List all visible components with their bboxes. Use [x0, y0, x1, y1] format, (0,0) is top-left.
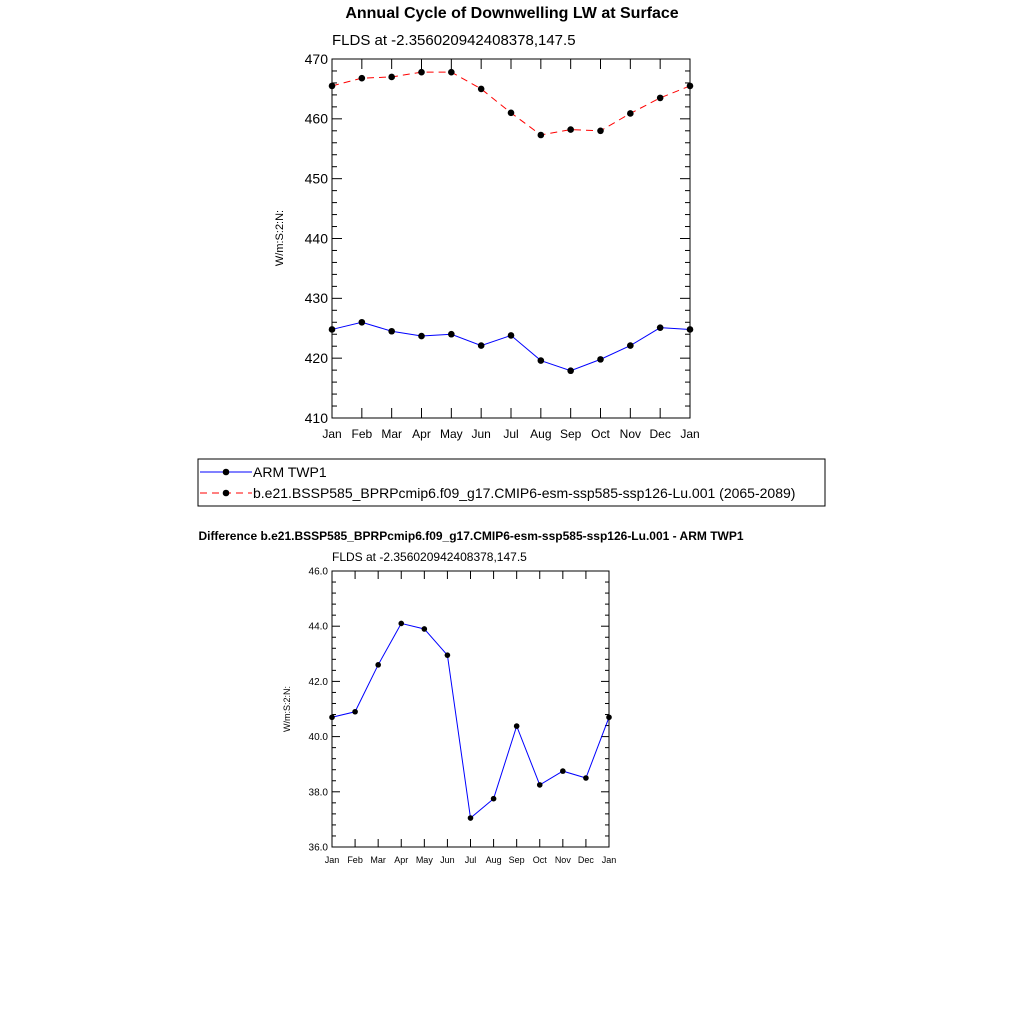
series-1-point: [627, 110, 634, 117]
y-tick-label: 46.0: [309, 567, 329, 578]
legend-marker-model: [222, 489, 230, 497]
y-tick-label: 430: [305, 290, 329, 306]
x-tick-label: Dec: [649, 427, 670, 441]
series-1-point: [418, 68, 425, 76]
x-tick-label: Jun: [471, 427, 490, 441]
series-0-point: [537, 357, 545, 364]
x-tick-label: Jul: [503, 427, 518, 441]
legend-label-model: b.e21.BSSP585_BPRPcmip6.f09_g17.CMIP6-es…: [253, 485, 795, 501]
series-0-point: [329, 714, 335, 721]
chart1-legend: ARM TWP1 b.e21.BSSP585_BPRPcmip6.f09_g17…: [197, 458, 826, 507]
series-1-point: [507, 109, 515, 117]
series-1-point: [358, 74, 366, 82]
series-1-point: [328, 82, 336, 90]
y-tick-label: 40.0: [309, 732, 329, 743]
y-tick-label: 410: [305, 410, 329, 426]
series-0-point: [388, 327, 395, 335]
x-tick-label: Jan: [680, 427, 699, 441]
x-tick-label: Nov: [620, 427, 641, 441]
series-0-point: [444, 652, 451, 658]
plot-frame: [331, 570, 610, 848]
series-0-point: [490, 795, 497, 802]
x-tick-label: Aug: [486, 855, 502, 865]
x-tick-label: May: [440, 427, 463, 441]
y-tick-label: 44.0: [309, 622, 329, 633]
series-0-point: [398, 620, 405, 627]
y-tick-label: 38.0: [309, 787, 329, 798]
chart2-ylabel: W/m:S:2:N:: [282, 686, 292, 732]
x-tick-label: Nov: [555, 855, 572, 865]
x-tick-label: Oct: [591, 427, 610, 441]
y-tick-label: 470: [305, 51, 329, 67]
series-1-point: [597, 127, 604, 135]
series-line-0: [331, 321, 691, 372]
series-0-point: [536, 782, 543, 788]
legend-marker-arm: [222, 468, 230, 476]
series-0-point: [606, 714, 612, 721]
series-1-point: [686, 82, 694, 90]
x-tick-label: Apr: [394, 855, 408, 865]
series-0-point: [421, 626, 428, 632]
x-tick-label: Mar: [381, 427, 402, 441]
annual-cycle-chart: Annual Cycle of Downwelling LW at Surfac…: [197, 5, 826, 507]
series-0-point: [375, 662, 381, 668]
series-0-point: [507, 332, 515, 339]
series-0-point: [597, 356, 604, 363]
series-0-point: [358, 318, 366, 326]
y-tick-label: 460: [305, 111, 329, 127]
series-line-1: [331, 71, 691, 136]
series-1-point: [448, 68, 455, 76]
series-0-point: [418, 332, 425, 340]
series-1-point: [477, 85, 485, 93]
series-0-point: [352, 708, 358, 715]
series-1-point: [567, 126, 574, 133]
series-0-point: [583, 775, 589, 781]
x-tick-label: Apr: [412, 427, 431, 441]
x-tick-label: Dec: [578, 855, 595, 865]
y-tick-label: 450: [305, 171, 329, 187]
x-tick-label: Feb: [351, 427, 372, 441]
x-tick-label: Feb: [347, 855, 363, 865]
x-tick-label: Mar: [370, 855, 386, 865]
x-tick-label: Jan: [325, 855, 340, 865]
series-0-point: [686, 326, 694, 333]
chart2-title: Difference b.e21.BSSP585_BPRPcmip6.f09_g…: [198, 529, 743, 543]
series-1-point: [656, 94, 664, 102]
x-tick-label: Sep: [509, 855, 525, 865]
x-tick-label: Jan: [322, 427, 341, 441]
chart1-title: Annual Cycle of Downwelling LW at Surfac…: [345, 5, 678, 22]
x-tick-label: Oct: [533, 855, 548, 865]
legend-label-arm: ARM TWP1: [253, 464, 327, 480]
series-0-point: [477, 342, 485, 349]
series-0-point: [560, 768, 566, 774]
series-0-point: [567, 367, 574, 375]
series-0-point: [448, 330, 455, 338]
x-tick-label: Jul: [465, 855, 477, 865]
x-tick-label: Jan: [602, 855, 617, 865]
chart1-subtitle: FLDS at -2.356020942408378,147.5: [332, 32, 576, 49]
series-1-point: [388, 73, 395, 81]
series-1-point: [537, 131, 545, 139]
x-tick-label: May: [416, 855, 434, 865]
y-tick-label: 36.0: [309, 843, 329, 854]
legend-box: [197, 458, 826, 507]
x-tick-label: Sep: [560, 427, 582, 441]
y-tick-label: 440: [305, 230, 329, 246]
x-tick-label: Jun: [440, 855, 455, 865]
x-tick-label: Aug: [530, 427, 551, 441]
series-0-point: [627, 342, 634, 349]
chart2-subtitle: FLDS at -2.356020942408378,147.5: [332, 550, 527, 564]
series-0-point: [656, 324, 664, 331]
series-0-point: [513, 723, 520, 729]
difference-chart: Difference b.e21.BSSP585_BPRPcmip6.f09_g…: [198, 529, 743, 865]
series-0-point: [328, 326, 336, 333]
series-line-0: [331, 622, 610, 819]
series-0-point: [467, 815, 474, 821]
chart1-ylabel: W/m:S:2:N:: [274, 210, 286, 266]
y-tick-label: 420: [305, 350, 329, 366]
y-tick-label: 42.0: [309, 677, 329, 688]
